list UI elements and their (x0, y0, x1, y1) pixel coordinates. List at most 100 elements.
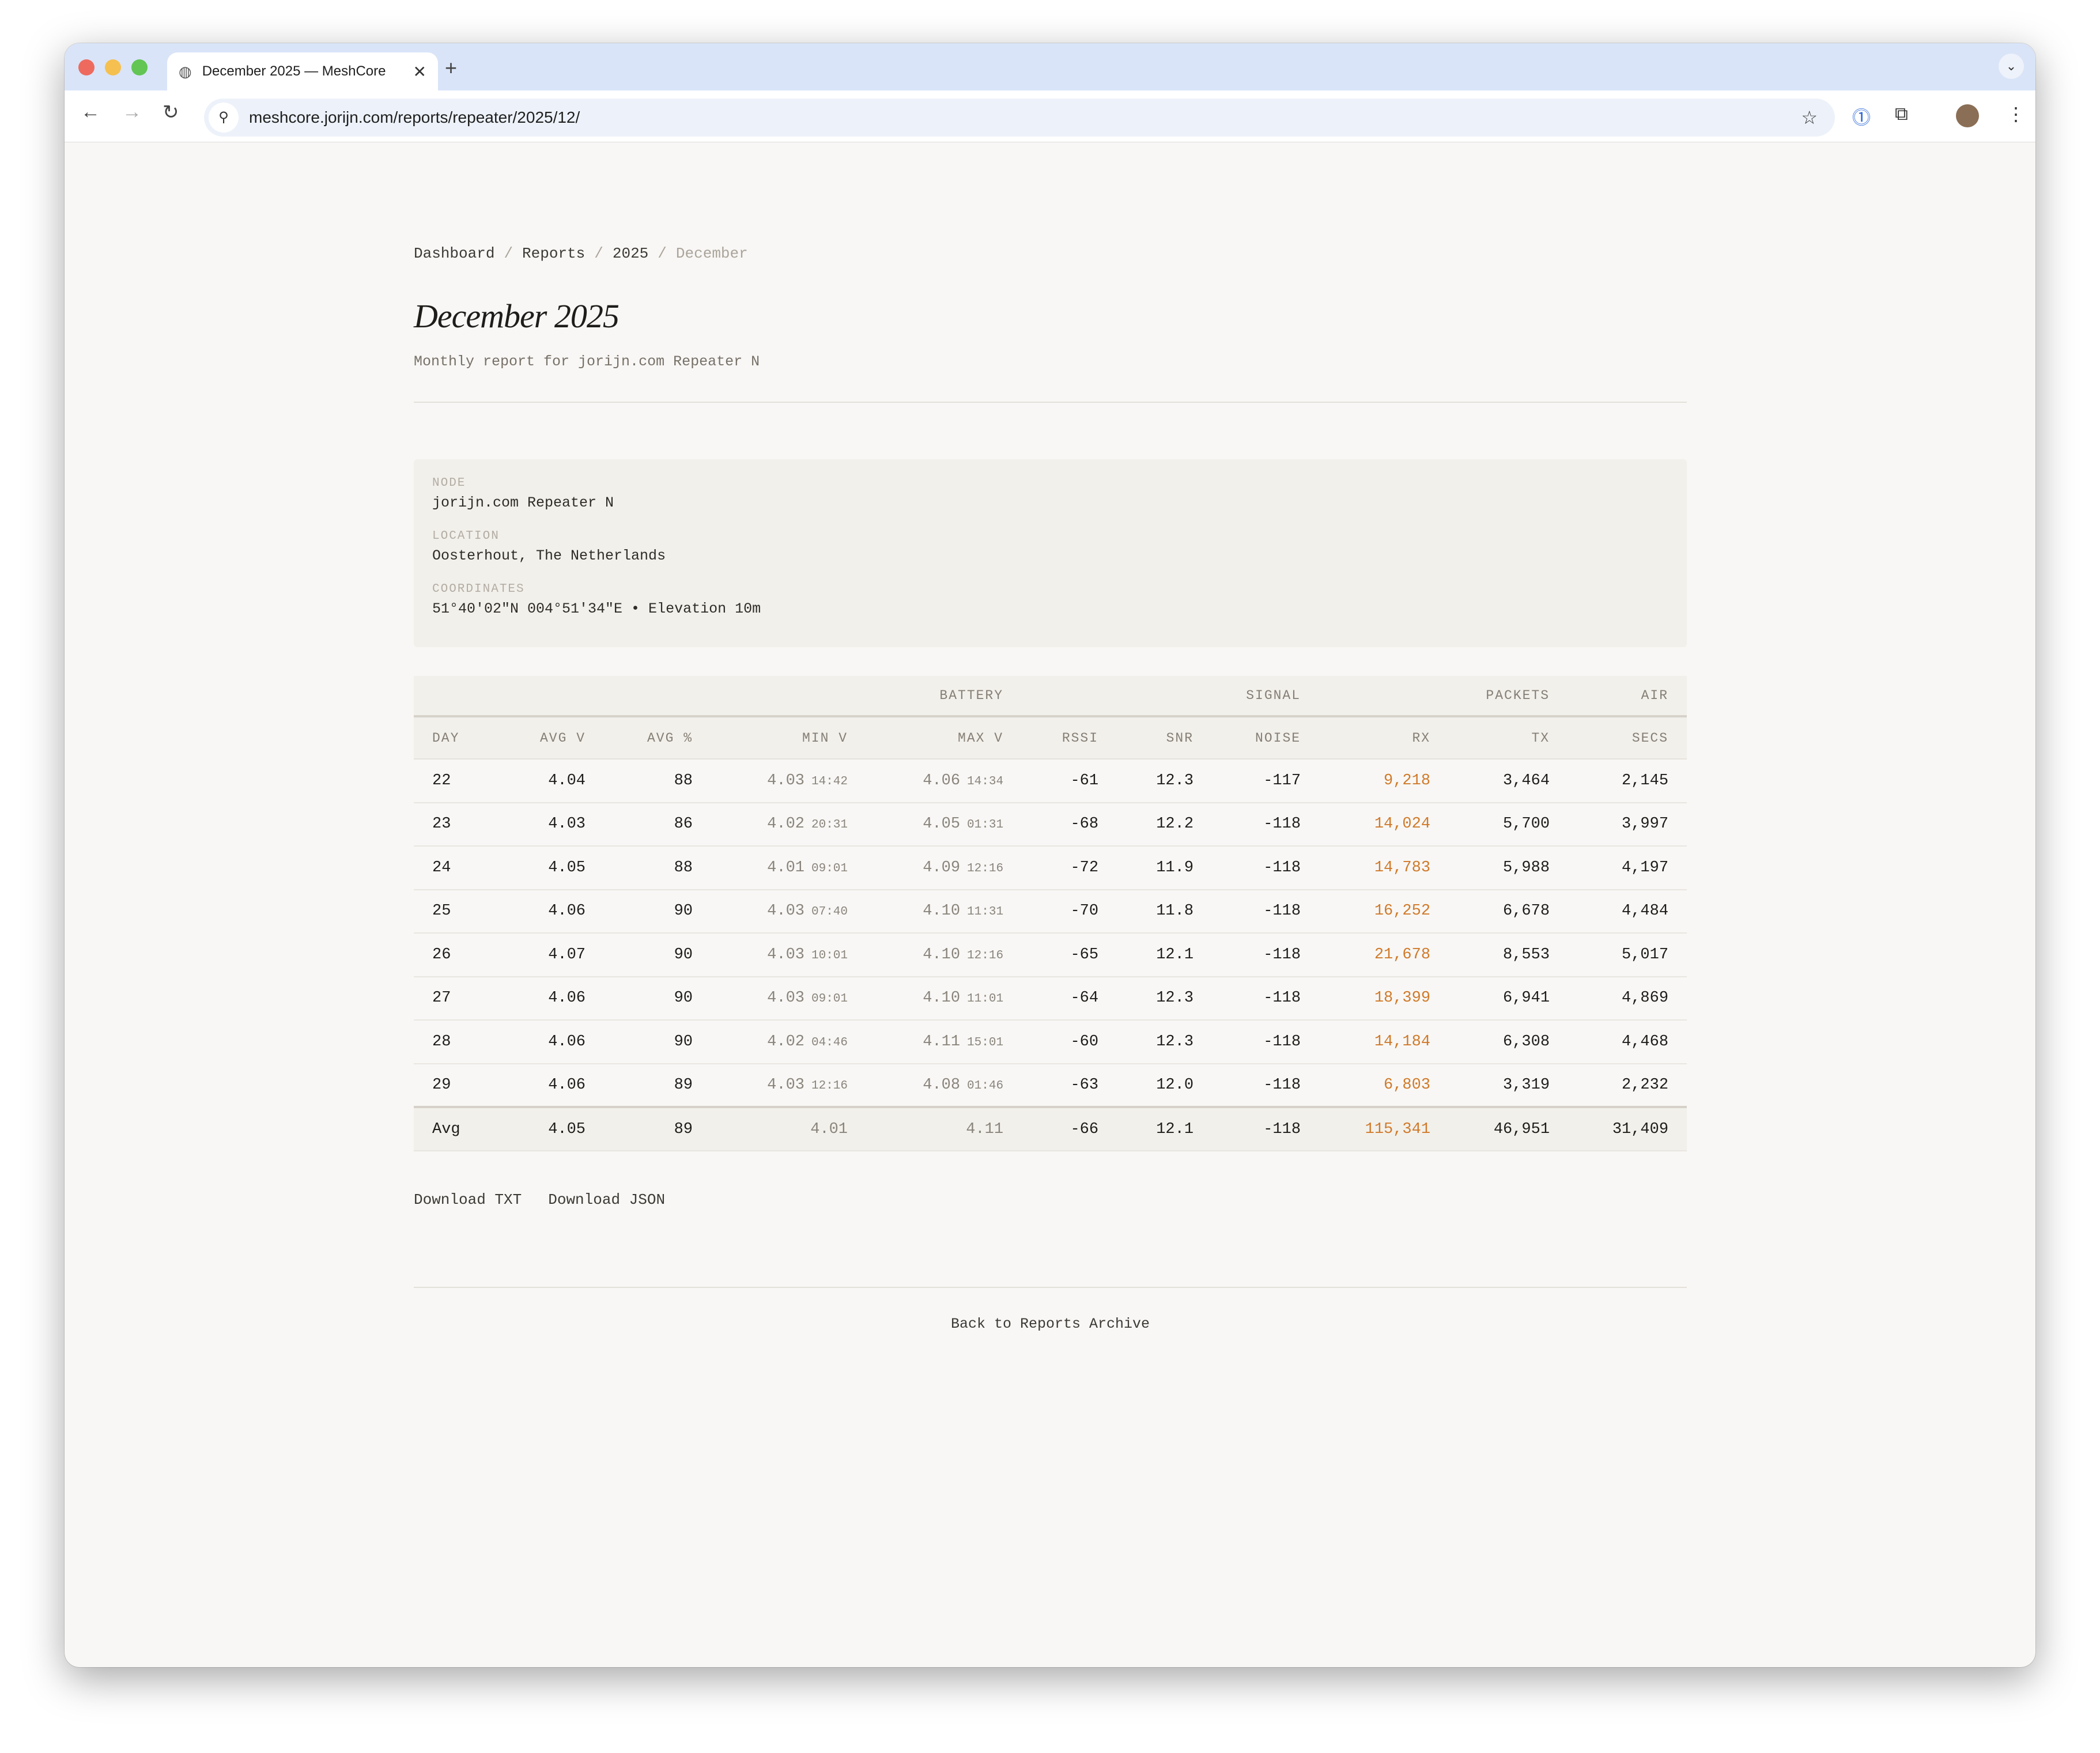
table-cell: 4,484 (1550, 889, 1687, 934)
download-json-link[interactable]: Download JSON (548, 1191, 666, 1208)
table-cell: 4.05 (501, 846, 586, 890)
table-cell: 89 (586, 1063, 693, 1108)
address-bar[interactable]: ⚲ meshcore.jorijn.com/reports/repeater/2… (204, 99, 1835, 137)
table-cell: 4.01 (693, 1106, 848, 1151)
column-header: MIN V (693, 716, 848, 760)
table-cell: 90 (586, 889, 693, 934)
table-cell: 23 (414, 802, 501, 847)
timestamp: 14:42 (811, 775, 848, 788)
table-cell: 4.06 (501, 1063, 586, 1108)
table-cell: 4.03 09:01 (693, 976, 848, 1021)
table-cell: 3,319 (1430, 1063, 1550, 1108)
table-cell: -118 (1193, 846, 1301, 890)
breadcrumb-reports[interactable]: Reports (522, 245, 586, 262)
table-cell: -118 (1193, 976, 1301, 1021)
timestamp: 15:01 (967, 1036, 1004, 1049)
timestamp: 20:31 (811, 818, 848, 832)
table-cell: 86 (586, 802, 693, 847)
table-cell: 4.09 12:16 (848, 846, 1004, 890)
table-cell: 27 (414, 976, 501, 1021)
table-cell: Avg (414, 1106, 501, 1151)
tab-active[interactable]: ◍ December 2025 — MeshCore ✕ (167, 52, 438, 90)
breadcrumb-dashboard[interactable]: Dashboard (414, 245, 495, 262)
timestamp: 04:46 (811, 1036, 848, 1049)
table-cell: 21,678 (1301, 933, 1431, 977)
table-cell: 90 (586, 1020, 693, 1064)
back-arrow-icon[interactable]: ← (81, 101, 100, 123)
node-info-panel: NODE jorijn.com Repeater N LOCATION Oost… (414, 459, 1687, 647)
profile-avatar[interactable] (1956, 104, 1979, 127)
timestamp: 07:40 (811, 905, 848, 919)
coordinates-label: COORDINATES (432, 583, 525, 596)
table-cell: 12.3 (1098, 976, 1194, 1021)
table-cell: 9,218 (1301, 759, 1431, 803)
timestamp: 12:16 (967, 949, 1004, 962)
table-cell: 90 (586, 933, 693, 977)
table-cell: 5,700 (1430, 802, 1550, 847)
timestamp: 10:01 (811, 949, 848, 962)
minimize-window-button[interactable] (105, 59, 121, 75)
column-header: RSSI (1003, 716, 1099, 760)
table-row: 23 4.03 86 4.02 20:31 4.05 01:31 -68 12.2 -118 14,… (414, 802, 1687, 847)
table-cell: 4.06 (501, 1020, 586, 1064)
table-cell: 8,553 (1430, 933, 1550, 977)
voltage-value: 4.10 (923, 902, 961, 920)
coordinates-value: 51°40'02"N 004°51'34"E • Elevation 10m (432, 600, 761, 617)
back-to-archive-link[interactable]: Back to Reports Archive (950, 1316, 1150, 1332)
download-txt-link[interactable]: Download TXT (414, 1191, 522, 1208)
url-text[interactable]: meshcore.jorijn.com/reports/repeater/202… (249, 108, 580, 126)
table-cell: 4,197 (1550, 846, 1687, 890)
password-manager-icon[interactable]: ⓵ (1852, 107, 1871, 128)
voltage-value: 4.10 (923, 989, 961, 1007)
column-header-row: DAY AVG V AVG % MIN V MAX V RSSI SNR NOISE RX TX S… (414, 716, 1687, 760)
table-cell: 18,399 (1301, 976, 1431, 1021)
extensions-puzzle-icon[interactable]: ⧉ (1895, 103, 1908, 124)
location-value: Oosterhout, The Netherlands (432, 547, 666, 564)
voltage-value: 4.11 (923, 1033, 961, 1051)
table-cell: 6,678 (1430, 889, 1550, 934)
table-cell: 4.02 04:46 (693, 1020, 848, 1064)
breadcrumb-year[interactable]: 2025 (612, 245, 649, 262)
forward-arrow-icon[interactable]: → (122, 101, 142, 123)
table-cell: -118 (1193, 933, 1301, 977)
table-cell: 4.03 (501, 802, 586, 847)
table-cell: 115,341 (1301, 1106, 1431, 1151)
table-cell: 4.04 (501, 759, 586, 803)
table-cell: 14,184 (1301, 1020, 1431, 1064)
reload-icon[interactable]: ↻ (163, 101, 179, 123)
maximize-window-button[interactable] (131, 59, 148, 75)
table-row: 24 4.05 88 4.01 09:01 4.09 12:16 -72 11.9 -118 14,… (414, 846, 1687, 890)
group-packets: PACKETS (1301, 676, 1550, 717)
table-cell: -68 (1003, 802, 1099, 847)
table-cell: 12.2 (1098, 802, 1194, 847)
table-row: 28 4.06 90 4.02 04:46 4.11 15:01 -60 12.3 -118 14,… (414, 1020, 1687, 1064)
voltage-value: 4.03 (767, 772, 805, 789)
location-label: LOCATION (432, 530, 500, 543)
table-cell: 4.06 14:34 (848, 759, 1004, 803)
table-cell: 2,145 (1550, 759, 1687, 803)
site-settings-icon[interactable]: ⚲ (209, 103, 239, 133)
tab-search-chevron-icon[interactable]: ⌄ (1999, 54, 2024, 79)
timestamp: 09:01 (811, 992, 848, 1006)
group-air: AIR (1550, 676, 1687, 717)
column-header: DAY (414, 716, 501, 760)
table-cell: -63 (1003, 1063, 1099, 1108)
column-header: RX (1301, 716, 1431, 760)
table-cell: 12.3 (1098, 759, 1194, 803)
table-cell: 22 (414, 759, 501, 803)
table-cell: 12.1 (1098, 1106, 1194, 1151)
group-header-row: BATTERY SIGNAL PACKETS AIR (414, 676, 1687, 717)
table-cell: 11.9 (1098, 846, 1194, 890)
timestamp: 09:01 (811, 862, 848, 875)
bookmark-star-icon[interactable]: ☆ (1801, 107, 1818, 128)
table-cell: 25 (414, 889, 501, 934)
more-menu-icon[interactable]: ⋮ (2007, 104, 2025, 124)
new-tab-button[interactable]: + (445, 56, 458, 80)
table-cell: 4.08 01:46 (848, 1063, 1004, 1108)
close-tab-icon[interactable]: ✕ (413, 62, 426, 81)
table-cell: 29 (414, 1063, 501, 1108)
column-header: MAX V (848, 716, 1004, 760)
close-window-button[interactable] (78, 59, 95, 75)
table-cell: 14,783 (1301, 846, 1431, 890)
daily-report-table: BATTERY SIGNAL PACKETS AIR DAY AVG V AVG %… (414, 676, 1687, 1151)
